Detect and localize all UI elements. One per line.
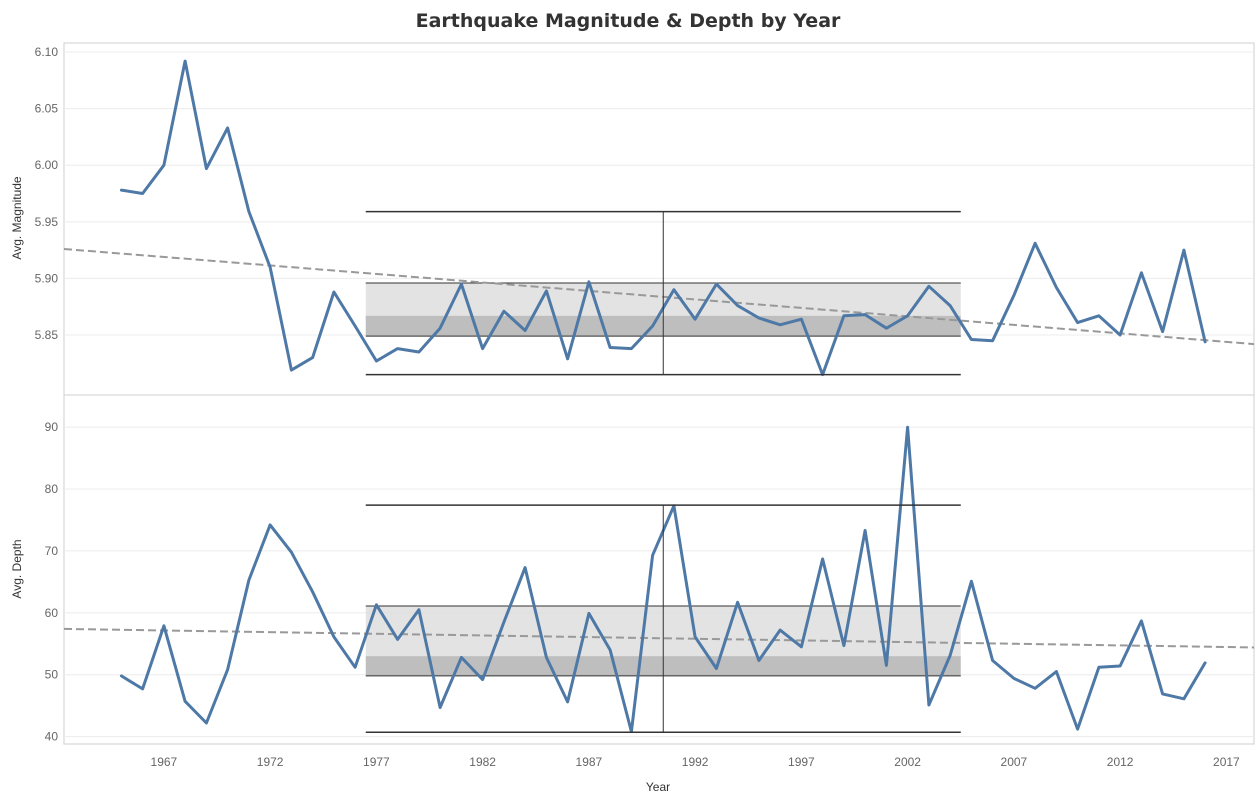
chart-title: Earthquake Magnitude & Depth by Year bbox=[416, 10, 841, 32]
depth-panel: Avg. Depth 90 80 70 60 50 40 bbox=[10, 394, 1255, 745]
x-tick-label: 2017 bbox=[1213, 755, 1240, 769]
depth-whiskers bbox=[365, 504, 961, 733]
magnitude-y-tick-label: 5.90 bbox=[35, 271, 59, 285]
x-tick-label: 1982 bbox=[469, 755, 496, 769]
depth-gridlines bbox=[64, 426, 1254, 738]
magnitude-panel-frame bbox=[63, 42, 1255, 396]
magnitude-y-tick-label: 6.00 bbox=[35, 158, 59, 172]
magnitude-y-ticks: 6.10 6.05 6.00 5.95 5.90 5.85 bbox=[35, 45, 59, 342]
depth-trend bbox=[63, 627, 1255, 649]
magnitude-panel: Avg. Magnitude 6.10 6.05 6.00 5.95 5.90 5.85 bbox=[10, 42, 1255, 396]
depth-y-tick-label: 60 bbox=[45, 606, 59, 620]
x-tick-label: 1977 bbox=[363, 755, 390, 769]
magnitude-trend-line bbox=[63, 247, 1255, 346]
depth-panel-frame bbox=[63, 394, 1255, 745]
x-tick-label: 2002 bbox=[894, 755, 921, 769]
depth-y-tick-label: 80 bbox=[45, 482, 59, 496]
x-tick-label: 1967 bbox=[151, 755, 178, 769]
depth-y-ticks: 90 80 70 60 50 40 bbox=[45, 420, 59, 743]
depth-y-tick-label: 70 bbox=[45, 544, 59, 558]
depth-y-tick-label: 90 bbox=[45, 420, 59, 434]
magnitude-whiskers bbox=[365, 210, 961, 376]
magnitude-axis-label: Avg. Magnitude bbox=[10, 176, 24, 259]
magnitude-y-tick-label: 5.85 bbox=[35, 328, 59, 342]
x-tick-label: 1997 bbox=[788, 755, 815, 769]
x-tick-label: 1972 bbox=[257, 755, 284, 769]
magnitude-y-tick-label: 6.05 bbox=[35, 102, 59, 116]
x-tick-label: 2012 bbox=[1107, 755, 1134, 769]
depth-y-tick-label: 40 bbox=[45, 730, 59, 744]
x-axis-label: Year bbox=[646, 780, 670, 794]
magnitude-y-tick-label: 6.10 bbox=[35, 45, 59, 59]
x-tick-label: 1987 bbox=[576, 755, 603, 769]
x-tick-label: 1992 bbox=[682, 755, 709, 769]
x-axis-ticks: 1967 1972 1977 1982 1987 1992 1997 2002 2007 2012… bbox=[151, 755, 1241, 769]
depth-y-tick-label: 50 bbox=[45, 668, 59, 682]
depth-trend-line bbox=[63, 627, 1255, 649]
x-tick-label: 2007 bbox=[1001, 755, 1028, 769]
magnitude-trend bbox=[63, 247, 1255, 346]
magnitude-y-tick-label: 5.95 bbox=[35, 215, 59, 229]
depth-axis-label: Avg. Depth bbox=[10, 539, 24, 598]
